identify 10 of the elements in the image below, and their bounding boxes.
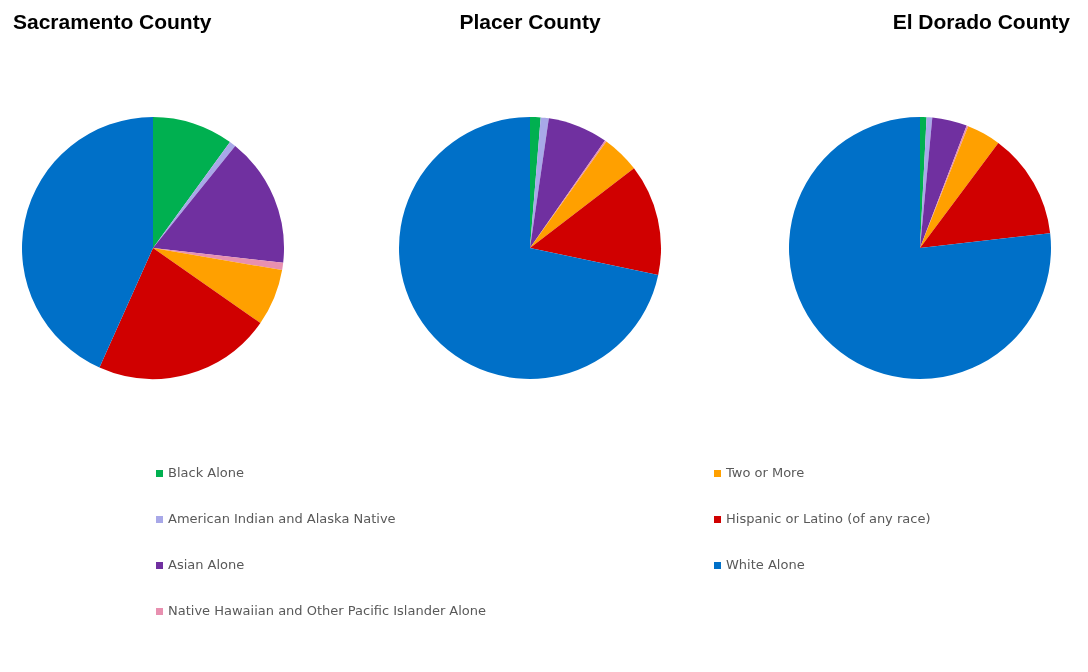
legend-label: Black Alone bbox=[168, 464, 245, 482]
legend-label: Native Hawaiian and Other Pacific Islander Alone bbox=[168, 602, 487, 620]
legend-label: White Alone bbox=[726, 556, 805, 574]
legend-label: Asian Alone bbox=[168, 556, 245, 574]
legend-label: Hispanic or Latino (of any race) bbox=[726, 510, 931, 528]
chart-title: Sacramento County bbox=[13, 10, 212, 34]
chart-title: Placer County bbox=[459, 10, 601, 34]
chart-title: El Dorado County bbox=[892, 10, 1070, 34]
legend-label: Two or More bbox=[726, 464, 805, 482]
legend-label: American Indian and Alaska Native bbox=[168, 510, 396, 528]
